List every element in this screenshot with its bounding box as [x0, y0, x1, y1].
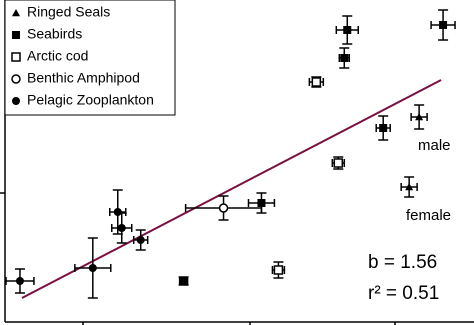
annotation: female [406, 207, 451, 224]
legend-label: Seabirds [27, 26, 82, 42]
marker [273, 265, 284, 275]
marker [11, 74, 21, 84]
marker [218, 203, 229, 213]
marker [12, 9, 20, 17]
marker [179, 277, 188, 285]
marker [379, 124, 388, 132]
annotation: r² = 0.51 [368, 283, 439, 304]
marker [340, 54, 349, 62]
marker [333, 158, 344, 168]
annotation: male [418, 137, 451, 154]
marker [12, 31, 20, 39]
marker [343, 26, 352, 34]
marker [88, 264, 97, 272]
marker [12, 97, 20, 105]
legend-label: Arctic cod [27, 48, 88, 64]
regression-line [21, 79, 442, 299]
marker [15, 277, 24, 285]
marker [311, 77, 322, 87]
legend-box [4, 0, 176, 116]
marker [415, 113, 424, 121]
marker [439, 21, 448, 29]
annotation: b = 1.56 [368, 252, 437, 273]
marker [117, 224, 126, 232]
marker [11, 52, 21, 62]
marker [405, 183, 414, 191]
marker [257, 199, 266, 207]
legend-label: Benthic Amphipod [27, 70, 140, 86]
legend-label: Pelagic Zooplankton [27, 92, 154, 108]
marker [136, 236, 145, 244]
legend-label: Ringed Seals [27, 4, 110, 20]
marker [113, 208, 122, 216]
